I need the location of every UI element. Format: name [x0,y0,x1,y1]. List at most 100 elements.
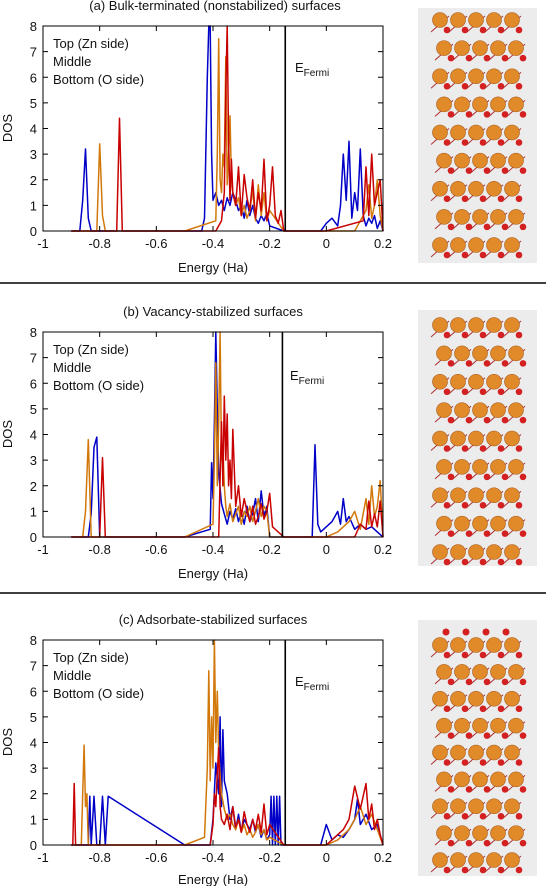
series-line-bottom-o-side [71,25,384,232]
zinc-atom [486,68,502,85]
oxygen-atom [497,705,505,713]
zinc-atom [432,487,448,504]
zinc-atom [504,68,520,85]
oxygen-atom [497,195,505,203]
x-tick-label: 0 [323,542,330,557]
panel-a: (a) Bulk-terminated (nonstabilized) surf… [0,0,537,275]
x-tick-label: -0.6 [145,542,167,557]
oxygen-atom [483,678,491,686]
oxygen-atom [501,530,509,537]
zinc-atom [490,825,506,841]
oxygen-atom [461,812,469,820]
oxygen-atom [497,82,505,90]
oxygen-atom [447,111,455,118]
oxygen-atom [479,388,487,396]
oxygen-atom [519,416,527,424]
y-tick-label: 3 [30,453,37,468]
zinc-atom [472,459,488,475]
zinc-atom [450,744,466,761]
oxygen-atom [483,54,491,62]
oxygen-atom [465,732,473,739]
zinc-atom [432,180,448,197]
oxygen-atom [443,26,451,34]
x-tick-label: -0.6 [145,850,167,865]
zinc-atom [508,96,524,113]
zinc-atom [472,515,488,532]
zinc-atom [436,96,452,113]
oxygen-atom [447,732,455,739]
zinc-atom [468,12,484,28]
zinc-atom [432,690,448,707]
zinc-atom [504,12,520,28]
oxygen-atom [465,223,473,231]
zinc-atom [454,209,470,225]
y-tick-label: 4 [30,428,37,443]
zinc-atom [504,373,520,390]
zinc-atom [486,637,502,653]
y-tick-label: 4 [30,736,37,751]
zinc-atom [472,825,488,841]
oxygen-atom [515,759,523,766]
zinc-atom [472,40,488,56]
zinc-atom [436,771,452,788]
zinc-atom [432,317,448,333]
oxygen-atom [465,530,473,537]
y-tick-label: 0 [30,838,37,853]
zinc-atom [490,96,506,113]
oxygen-atom [515,388,523,396]
legend-middle: Middle [53,54,91,69]
zinc-atom [436,345,452,362]
oxygen-atom [497,251,505,259]
zinc-atom [504,317,520,333]
adsorbate-atom [482,628,490,636]
x-tick-label: -0.6 [145,236,167,251]
adsorbate-atom [462,628,470,636]
zinc-atom [490,515,506,532]
zinc-atom [450,544,466,560]
series-line-top-zn-side [71,716,384,846]
zinc-atom [504,798,520,815]
oxygen-atom [443,331,451,339]
oxygen-atom [461,558,469,566]
zinc-atom [508,152,524,169]
zinc-atom [454,345,470,362]
oxygen-atom [501,223,509,231]
zinc-atom [504,180,520,197]
oxygen-atom [461,445,469,452]
zinc-atom [468,124,484,141]
x-tick-label: -0.8 [88,542,110,557]
zinc-atom [490,664,506,680]
y-tick-label: 6 [30,684,37,699]
oxygen-atom [501,167,509,174]
zinc-atom [490,717,506,734]
zinc-atom [468,317,484,333]
oxygen-atom [447,678,455,686]
oxygen-atom [461,331,469,339]
oxygen-atom [443,388,451,396]
oxygen-atom [443,866,451,874]
legend-bottom-o: Bottom (O side) [53,72,144,87]
zinc-atom [432,798,448,815]
zinc-atom [436,717,452,734]
y-tick-label: 4 [30,122,37,137]
panel-b-fermi-label: EFermi [290,368,324,387]
panel-a-structure-image [418,8,537,263]
oxygen-atom [479,26,487,34]
oxygen-atom [515,705,523,713]
zinc-atom [468,637,484,653]
oxygen-atom [519,167,527,174]
oxygen-atom [515,501,523,509]
oxygen-atom [483,786,491,793]
zinc-atom [508,771,524,788]
zinc-atom [468,798,484,815]
oxygen-atom [461,388,469,396]
y-tick-label: 3 [30,761,37,776]
panel-a-xlabel: Energy (Ha) [178,260,248,275]
oxygen-atom [447,786,455,793]
oxygen-atom [479,651,487,659]
zinc-atom [468,180,484,197]
zinc-atom [436,40,452,56]
oxygen-atom [479,251,487,259]
zinc-atom [504,690,520,707]
zinc-atom [490,402,506,418]
